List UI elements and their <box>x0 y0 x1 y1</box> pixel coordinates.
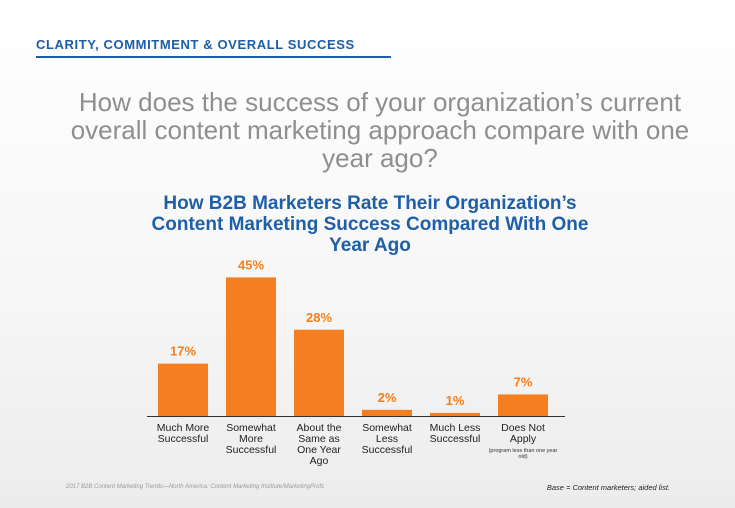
chart-title: How B2B Marketers Rate Their Organizatio… <box>151 193 589 256</box>
category-label-2: About the Same as One Year Ago <box>296 422 342 467</box>
section-header: CLARITY, COMMITMENT & OVERALL SUCCESS <box>36 37 355 52</box>
bar-1 <box>226 277 276 416</box>
category-label-3: Somewhat Less Successful <box>361 422 413 456</box>
value-label-0: 17% <box>170 344 196 359</box>
bar-4 <box>430 412 480 416</box>
source-citation: 2017 B2B Content Marketing Trends—North … <box>66 484 325 490</box>
category-label-5: Does Not Apply (program less than one year… <box>484 423 562 461</box>
question-heading: How does the success of your organizatio… <box>70 87 690 173</box>
bar-3 <box>362 409 412 416</box>
bar-2 <box>294 329 344 416</box>
base-note: Base = Content marketers; aided list. <box>546 483 670 492</box>
value-label-2: 28% <box>306 310 332 325</box>
value-label-3: 2% <box>378 390 397 405</box>
value-label-5: 7% <box>514 374 533 389</box>
category-label-0: Much More Successful <box>156 422 210 445</box>
bar-0 <box>158 363 208 416</box>
bar-5 <box>498 394 548 416</box>
value-label-4: 1% <box>446 393 465 408</box>
category-note-5: (program less than one year old) <box>488 448 558 460</box>
category-label-4: Much Less Successful <box>429 422 481 445</box>
category-label-1: Somewhat More Successful <box>225 422 277 456</box>
value-label-1: 45% <box>238 257 264 272</box>
header-underline <box>36 56 391 58</box>
